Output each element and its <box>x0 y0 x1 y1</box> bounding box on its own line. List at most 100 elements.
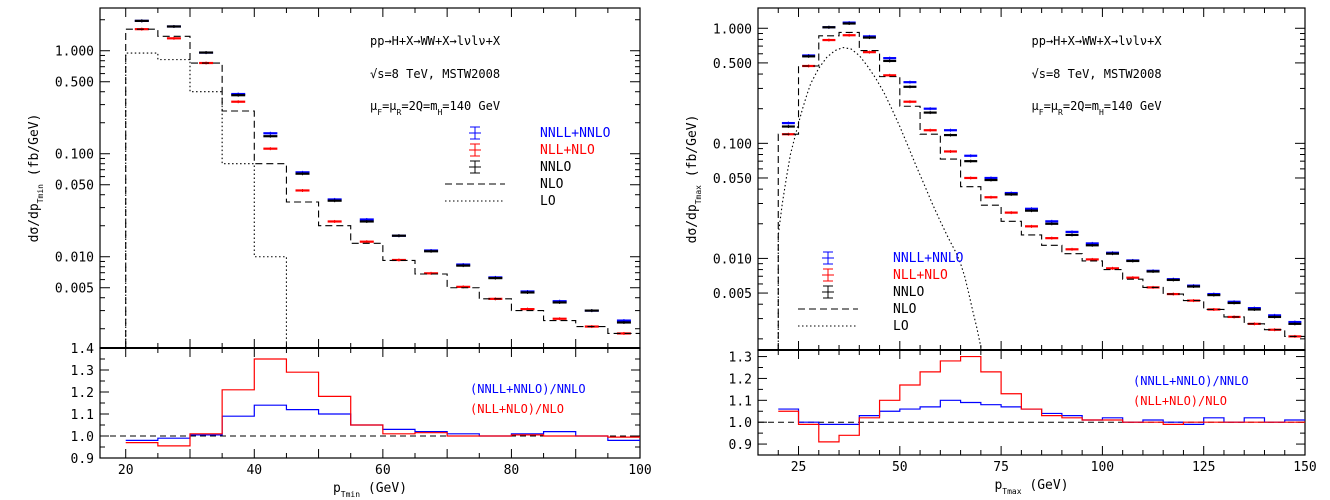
data-point <box>134 19 149 23</box>
ratio-y-tick-label: 1.1 <box>729 394 752 409</box>
data-point <box>552 300 567 304</box>
data-point <box>984 178 998 182</box>
y-tick-label: 0.100 <box>55 148 94 163</box>
data-point <box>903 80 917 84</box>
series-line <box>125 52 319 348</box>
data-point <box>488 276 503 280</box>
data-point <box>1065 230 1079 234</box>
data-point <box>923 107 937 111</box>
series-line <box>125 28 640 348</box>
data-point <box>1268 315 1282 319</box>
data-point <box>1227 301 1241 305</box>
data-point <box>862 50 876 54</box>
legend-label: NNLL+NNLO <box>540 126 611 141</box>
data-point <box>295 188 310 192</box>
y-tick-label: 0.050 <box>713 172 752 187</box>
y-tick-label: 0.100 <box>713 137 752 152</box>
data-point <box>295 172 310 176</box>
legend-entry-nnll-nnlo: NNLL+NNLO <box>822 251 964 266</box>
legend-entry-nll-nlo: NLL+NLO <box>822 268 948 283</box>
ratio-y-tick-label: 1.2 <box>729 372 752 387</box>
data-point <box>1085 257 1099 261</box>
data-point <box>166 36 181 40</box>
data-point <box>359 240 374 244</box>
x-tick-label: 150 <box>1293 460 1316 475</box>
y-tick-label: 1.000 <box>713 22 752 37</box>
y-tick-label: 0.010 <box>55 251 94 266</box>
data-point <box>943 149 957 153</box>
data-point <box>391 234 406 238</box>
legend-label: NLL+NLO <box>540 143 595 158</box>
y-tick-label: 0.005 <box>55 282 94 297</box>
data-point <box>781 125 795 129</box>
y-tick-label: 1.000 <box>55 45 94 60</box>
y-tick-label: 0.500 <box>713 57 752 72</box>
data-point <box>923 128 937 132</box>
ratio-legend-label: (NLL+NLO)/NLO <box>470 402 564 416</box>
data-point <box>1025 224 1038 228</box>
data-point <box>964 159 978 163</box>
data-point <box>520 290 535 294</box>
data-point <box>964 154 978 158</box>
legend-entry-nlo: NLO <box>798 302 917 317</box>
legend-entry-nll-nlo: NLL+NLO <box>469 143 595 158</box>
data-point <box>327 199 342 203</box>
data-point <box>842 22 856 26</box>
series-lo <box>125 52 319 348</box>
legend-label: NLL+NLO <box>893 268 948 283</box>
y-tick-label: 0.500 <box>55 76 94 91</box>
x-tick-label: 125 <box>1192 460 1215 475</box>
data-point <box>424 249 439 253</box>
data-point <box>964 176 978 180</box>
x-tick-label: 100 <box>628 463 651 478</box>
data-point <box>263 131 278 135</box>
legend-label: LO <box>893 319 909 334</box>
ratio-y-tick-label: 1.0 <box>729 416 752 431</box>
ratio-legend-label: (NLL+NLO)/NLO <box>1133 394 1227 408</box>
annotation: √s=8 TeV, MSTW2008 <box>1032 67 1162 81</box>
y-tick-label: 0.005 <box>713 287 752 302</box>
main-series-layer <box>125 19 640 348</box>
data-point <box>903 100 917 104</box>
data-point <box>883 59 897 63</box>
series-nnlo <box>134 19 631 324</box>
y-axis-label: dσ/dpTmin (fb/GeV) <box>27 114 45 243</box>
data-point <box>862 36 876 40</box>
data-point <box>1288 322 1302 326</box>
ratio-series-layer <box>778 355 1305 443</box>
ratio-y-tick-label: 1.2 <box>71 386 94 401</box>
legend-label: NLO <box>893 302 917 317</box>
annotation: √s=8 TeV, MSTW2008 <box>370 67 500 81</box>
annotation: pp→H+X→WW+X→lνlν+X <box>1032 34 1163 48</box>
data-point <box>1004 211 1018 215</box>
legend-entry-nnll-nnlo: NNLL+NNLO <box>469 126 611 141</box>
series-nlo <box>125 28 640 348</box>
data-point <box>943 133 957 137</box>
data-point <box>1065 233 1079 237</box>
data-point <box>1045 236 1059 240</box>
data-point <box>903 85 917 89</box>
data-point <box>1045 222 1059 226</box>
main-plot-frame <box>757 7 1306 351</box>
data-point <box>1085 243 1099 247</box>
legend-entry-nlo: NLO <box>445 177 564 192</box>
series-nlo <box>777 31 1305 350</box>
left-plot-pt-min: 20 40 60 80 100 pTmin (GeV) 1.000 0.500 0.100 0.0… <box>27 7 652 499</box>
series-line <box>777 31 1305 350</box>
data-point <box>943 128 957 132</box>
y-axis-label: dσ/dpTmax (fb/GeV) <box>685 115 703 244</box>
data-point <box>1004 192 1018 196</box>
right-plot-pt-max: 25 50 75 100 125 150 pTmax (GeV) 1.000 0.500 0.10… <box>685 7 1317 496</box>
x-tick-label: 25 <box>791 460 807 475</box>
data-point <box>456 264 471 268</box>
data-point <box>1187 285 1201 289</box>
legend-entry-nnlo: NNLO <box>469 160 571 175</box>
y-tick-label: 0.050 <box>55 179 94 194</box>
data-point <box>842 33 856 37</box>
ratio-series-layer <box>125 358 640 447</box>
main-series-layer <box>777 21 1305 350</box>
legend-label: LO <box>540 194 556 209</box>
data-point <box>923 111 937 115</box>
legend-entry-lo: LO <box>798 319 909 334</box>
